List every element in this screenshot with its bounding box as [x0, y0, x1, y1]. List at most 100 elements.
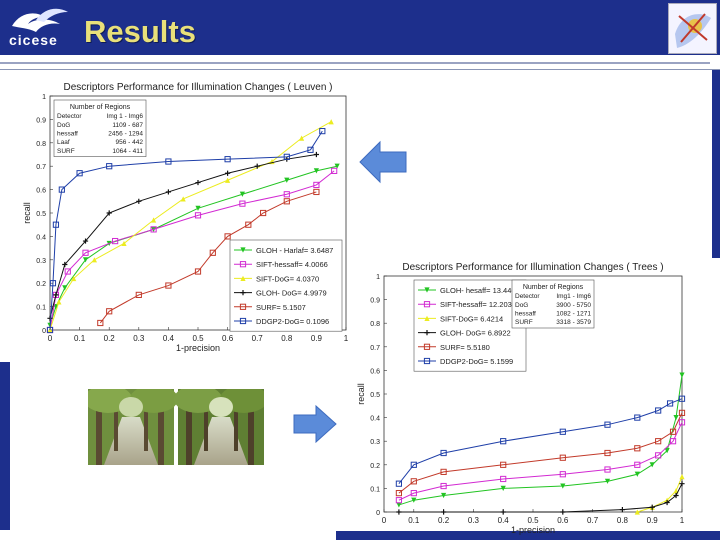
data-point	[678, 409, 686, 416]
legend: GLOH- hesaff= 13.4461 SIFT-hessaff= 12.20…	[413, 279, 527, 372]
corner-logo-icon	[668, 3, 717, 54]
data-point	[604, 449, 611, 457]
legend-entry: DDGP2-DoG= 5.1599	[440, 357, 513, 366]
series-line	[99, 191, 317, 324]
x-tick-label: 0.6	[557, 516, 569, 525]
regions-title: Number of Regions	[523, 284, 584, 291]
data-point	[91, 257, 97, 263]
data-point	[604, 478, 611, 484]
logo-text: cicese	[9, 32, 58, 48]
y-tick-label: 0.2	[370, 463, 380, 470]
slide-header: cicese Results	[0, 0, 720, 55]
x-tick-label: 0.3	[468, 516, 480, 525]
data-point	[239, 303, 247, 310]
data-point	[180, 196, 186, 202]
series-o	[395, 409, 686, 497]
data-point	[423, 301, 431, 308]
y-tick-label: 1	[42, 94, 46, 101]
x-tick-label: 0.9	[647, 516, 659, 525]
y-tick-label: 0.3	[370, 439, 380, 446]
x-tick-label: 0	[48, 334, 53, 343]
right-accent-bar	[712, 70, 720, 258]
x-tick-label: 0.9	[311, 334, 323, 343]
data-point	[395, 497, 402, 504]
y-tick-label: 0.4	[370, 416, 380, 423]
data-point	[500, 438, 507, 445]
y-tick-label: 0.9	[36, 117, 46, 124]
regions-box	[511, 279, 595, 329]
regions-table: Number of Regions Detector Img 1 - Img6 DoG…	[53, 99, 147, 157]
data-point	[151, 217, 157, 223]
data-point	[655, 438, 662, 445]
y-tick-label: 0	[42, 328, 46, 335]
data-point	[678, 395, 686, 402]
data-point	[121, 240, 127, 247]
y-tick-label: 0.5	[36, 211, 46, 218]
regions-row-label: SURF	[57, 148, 75, 155]
legend-entry: SURF= 5.5180	[440, 343, 490, 352]
y-tick-label: 0.6	[370, 368, 380, 375]
legend-entry: GLOH- hesaff= 13.4461	[440, 286, 520, 295]
x-tick-label: 0.2	[104, 334, 116, 343]
data-point	[239, 261, 247, 268]
chart-trees: Descriptors Performance for Illumination…	[356, 262, 686, 535]
data-point	[106, 308, 113, 315]
data-point	[64, 268, 71, 275]
regions-box	[53, 99, 147, 157]
data-point	[307, 146, 314, 153]
data-point	[62, 261, 68, 268]
data-point	[560, 483, 566, 489]
regions-row-value: 2456 - 1294	[108, 131, 143, 138]
data-point	[299, 135, 305, 141]
series-+	[396, 481, 685, 515]
data-point	[62, 285, 68, 291]
data-point	[559, 454, 566, 461]
chart-title: Descriptors Performance for Illumination…	[63, 82, 332, 93]
y-tick-label: 0.9	[370, 298, 380, 305]
data-point	[410, 478, 417, 485]
legend-entry: SIFT-DoG= 4.0370	[256, 274, 319, 283]
regions-row-value: 956 - 442	[116, 139, 144, 146]
data-point	[669, 438, 677, 445]
y-tick-label: 0.1	[36, 305, 46, 312]
x-tick-label: 0.8	[617, 516, 629, 525]
data-point	[209, 249, 216, 256]
data-point	[313, 151, 319, 158]
x-tick-label: 0.1	[408, 516, 420, 525]
data-point	[500, 485, 506, 491]
regions-header: Detector	[515, 293, 540, 300]
x-tick-label: 0.4	[498, 516, 510, 525]
legend: GLOH - Harlaf= 3.6487 SIFT-hessaff= 4.006…	[229, 239, 343, 332]
legend-box	[229, 239, 343, 332]
data-point	[283, 198, 290, 205]
legend-entry: GLOH - Harlaf= 3.6487	[256, 246, 333, 255]
legend-entry: SIFT-hessaff= 4.0066	[256, 260, 328, 269]
legend-entry: SIFT-DoG= 6.4214	[440, 314, 503, 323]
regions-row-label: DoG	[515, 302, 528, 309]
data-point	[82, 238, 89, 244]
x-axis-label: 1-precision	[176, 343, 220, 353]
y-axis-label: recall	[22, 202, 32, 224]
data-point	[46, 326, 54, 334]
series-line	[49, 154, 317, 319]
y-tick-label: 1	[376, 274, 380, 281]
data-point	[634, 471, 640, 477]
data-point	[106, 210, 112, 216]
data-point	[71, 275, 77, 282]
data-point	[135, 291, 142, 299]
series-line	[398, 398, 683, 484]
data-point	[328, 119, 334, 125]
data-point	[679, 372, 685, 378]
data-point	[334, 163, 340, 169]
y-tick-label: 0.3	[36, 258, 46, 265]
series-s	[46, 128, 326, 334]
regions-row-label: hessaff	[57, 131, 78, 138]
data-point	[669, 428, 677, 435]
data-point	[194, 212, 202, 219]
stripe-line	[0, 62, 710, 64]
regions-header: Detector	[57, 113, 82, 120]
x-tick-label: 0.5	[192, 334, 204, 343]
regions-row-label: Laaf	[57, 139, 70, 146]
y-tick-label: 0.1	[370, 486, 380, 493]
y-tick-label: 0.5	[370, 392, 380, 399]
